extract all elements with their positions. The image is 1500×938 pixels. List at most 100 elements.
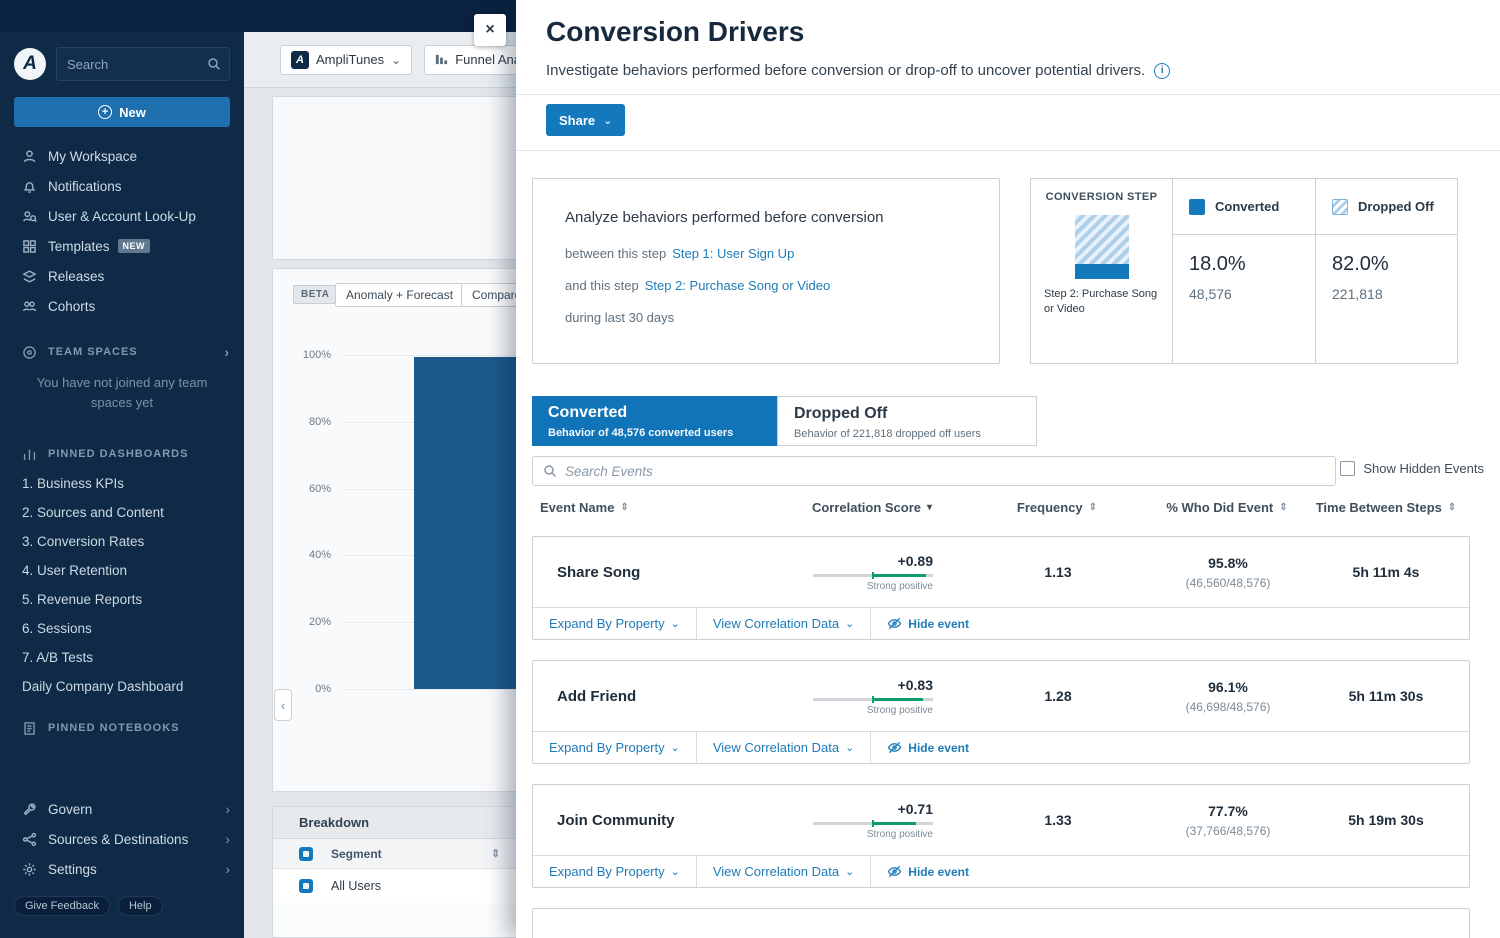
pct-value: 96.1% [1153,679,1303,695]
breakdown-title: Breakdown [299,815,369,830]
sidebar-item-govern[interactable]: Govern › [0,794,244,824]
expand-by-property-button[interactable]: Expand By Property⌄ [533,732,697,763]
close-panel-button[interactable]: × [474,14,506,46]
pinned-dashboard-item[interactable]: 7. A/B Tests [0,643,244,672]
column-event-name[interactable]: Event Name ⇕ [532,500,782,515]
expand-by-property-button[interactable]: Expand By Property ⌄ [533,856,697,887]
pinned-dashboard-item[interactable]: Daily Company Dashboard [0,672,244,701]
correlation-bar [813,574,933,577]
give-feedback-button[interactable]: Give Feedback [14,896,110,916]
sidebar-search-input[interactable] [56,47,230,81]
pinned-dashboard-item[interactable]: 2. Sources and Content [0,498,244,527]
hide-event-button[interactable]: Hide event [871,856,985,887]
events-table-header: Event Name ⇕ Correlation Score ▾ Frequen… [532,500,1470,515]
step2-link[interactable]: Step 2: Purchase Song or Video [645,278,831,293]
expand-by-property-button[interactable]: Expand By Property ⌄ [533,608,697,639]
chevron-right-icon: › [225,861,230,877]
nodes-icon [22,832,37,847]
sidebar-item-user-account-lookup[interactable]: User & Account Look-Up [0,201,244,231]
view-correlation-data-button[interactable]: View Correlation Data⌄ [697,608,871,639]
sidebar-item-cohorts[interactable]: Cohorts [0,291,244,321]
segment-checkbox-icon[interactable] [299,847,313,861]
panel-title: Conversion Drivers [546,16,804,48]
sidebar-item-my-workspace[interactable]: My Workspace [0,141,244,171]
app-selector-chip[interactable]: A AmpliTunes ⌄ [280,45,412,75]
criteria-duration: during last 30 days [565,310,967,325]
team-spaces-icon [22,345,37,360]
pinned-dashboard-item[interactable]: 6. Sessions [0,614,244,643]
frequency-value: 1.28 [963,688,1153,704]
info-icon[interactable]: i [1154,63,1170,79]
tab-dropped-off[interactable]: Dropped Off Behavior of 221,818 dropped … [777,396,1037,446]
user-search-icon [22,209,37,224]
event-row-add-friend: Add Friend +0.83 Strong positive 1.28 96… [532,660,1470,764]
show-hidden-events-toggle[interactable]: Show Hidden Events [1340,461,1484,476]
help-button[interactable]: Help [118,896,163,916]
action-label: Expand By Property [549,616,665,631]
sidebar-item-releases[interactable]: Releases [0,261,244,291]
correlation-bar [813,822,933,825]
column-label: % Who Did Event [1166,500,1273,515]
column-pct-who-did-event[interactable]: % Who Did Event ⇕ [1152,500,1302,515]
action-label: Expand By Property [549,864,665,879]
event-row-join-community: Join Community +0.71 Strong positive 1.3… [532,784,1470,888]
new-button[interactable]: + New [14,97,230,127]
eye-off-icon [887,616,902,631]
view-correlation-data-button[interactable]: View Correlation Data⌄ [697,856,871,887]
action-label: Hide event [908,741,969,755]
sidebar: A + New My Workspace Notifications User … [0,32,244,938]
pct-who-did-cell: 77.7% (37,766/48,576) [1153,803,1303,838]
chevron-down-icon: ⌄ [671,865,680,878]
nav-label: Templates [48,239,110,254]
releases-icon [22,269,37,284]
show-hidden-events-checkbox[interactable] [1340,461,1355,476]
action-label: View Correlation Data [713,864,839,879]
correlation-strength-label: Strong positive [813,705,933,716]
correlation-score-cell: +0.71 Strong positive [813,801,933,840]
event-search-input[interactable] [565,464,1325,479]
segment-checkbox-icon[interactable] [299,879,313,893]
view-correlation-data-button[interactable]: View Correlation Data⌄ [697,732,871,763]
dropped-percentage: 82.0% [1332,253,1441,276]
collapse-left-icon: ‹ [281,698,285,713]
new-button-label: New [119,105,146,120]
sort-icon[interactable]: ⇕ [491,847,500,860]
pinned-dashboard-item[interactable]: 1. Business KPIs [0,469,244,498]
amplitude-logo[interactable]: A [14,48,46,80]
chevron-right-icon: › [225,801,230,817]
bell-icon [22,179,37,194]
app-name: AmpliTunes [316,52,384,67]
pct-value: 77.7% [1153,803,1303,819]
pinned-notebooks-header[interactable]: PINNED NOTEBOOKS [0,713,244,743]
chevron-down-icon: ⌄ [671,617,680,630]
pct-fraction: (46,560/48,576) [1153,576,1303,590]
pinned-dashboards-header[interactable]: PINNED DASHBOARDS [0,439,244,469]
step1-link[interactable]: Step 1: User Sign Up [672,246,794,261]
tab-converted[interactable]: Converted Behavior of 48,576 converted u… [532,396,777,446]
hide-event-button[interactable]: Hide event [871,732,985,763]
sidebar-item-templates[interactable]: Templates NEW [0,231,244,261]
sidebar-item-settings[interactable]: Settings › [0,854,244,884]
column-correlation-score[interactable]: Correlation Score ▾ [782,500,962,515]
sort-desc-icon: ▾ [927,502,932,513]
pct-fraction: (46,698/48,576) [1153,700,1303,714]
hide-event-button[interactable]: Hide event [871,608,985,639]
pinned-dashboard-item[interactable]: 5. Revenue Reports [0,585,244,614]
segment-column-header[interactable]: Segment [331,847,382,861]
sidebar-item-sources-destinations[interactable]: Sources & Destinations › [0,824,244,854]
converted-swatch-icon [1189,199,1205,215]
share-label: Share [559,113,595,128]
share-button[interactable]: Share ⌄ [546,104,625,136]
anomaly-forecast-button[interactable]: Anomaly + Forecast [335,283,464,307]
frequency-value: 1.13 [963,564,1153,580]
team-spaces-header[interactable]: TEAM SPACES › [0,337,244,367]
pinned-dashboard-item[interactable]: 4. User Retention [0,556,244,585]
column-frequency[interactable]: Frequency ⇕ [962,500,1152,515]
sidebar-footer: Give Feedback Help [14,896,163,916]
collapse-panel-handle[interactable]: ‹ [274,689,292,721]
sidebar-item-notifications[interactable]: Notifications [0,171,244,201]
conversion-drivers-panel: Conversion Drivers Investigate behaviors… [516,0,1500,938]
pinned-dashboard-item[interactable]: 3. Conversion Rates [0,527,244,556]
column-time-between-steps[interactable]: Time Between Steps ⇕ [1302,500,1470,515]
notebook-icon [22,721,37,736]
